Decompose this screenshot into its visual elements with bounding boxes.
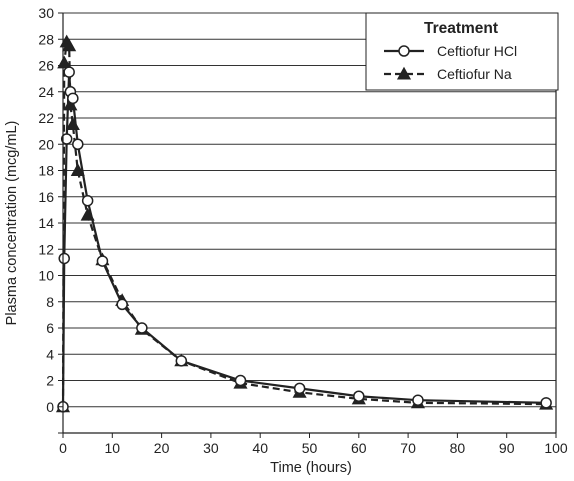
data-point-circle xyxy=(60,133,73,145)
legend-entry: Ceftiofur HCl xyxy=(384,43,517,59)
x-tick-label: 20 xyxy=(154,440,170,456)
legend-label: Ceftiofur Na xyxy=(437,66,512,82)
y-tick-label: 12 xyxy=(38,241,54,257)
y-tick-label: 10 xyxy=(38,268,54,284)
x-tick-label: 50 xyxy=(302,440,318,456)
data-point-circle xyxy=(58,252,70,265)
y-tick-label: 28 xyxy=(38,31,54,47)
series-line xyxy=(61,71,547,407)
x-tick-label: 40 xyxy=(252,440,268,456)
y-tick-label: 16 xyxy=(38,189,54,205)
data-point-circle xyxy=(398,45,410,57)
legend-entry: Ceftiofur Na xyxy=(384,66,512,82)
y-tick-label: 14 xyxy=(38,215,54,231)
x-tick-label: 80 xyxy=(450,440,466,456)
x-tick-label: 90 xyxy=(499,440,515,456)
y-tick-label: 6 xyxy=(46,320,54,336)
y-axis-title: Plasma concentration (mcg/mL) xyxy=(4,121,20,326)
y-tick-label: 18 xyxy=(38,163,54,179)
y-tick-label: 20 xyxy=(38,136,54,152)
data-point-triangle xyxy=(396,66,412,80)
data-point-triangle xyxy=(65,117,80,131)
y-tick-label: 24 xyxy=(38,84,54,100)
data-point-circle xyxy=(412,394,424,406)
x-axis-title: Time (hours) xyxy=(270,460,352,476)
x-tick-label: 10 xyxy=(105,440,121,456)
data-point-triangle xyxy=(62,38,77,52)
y-tick-label: 8 xyxy=(46,294,54,310)
x-tick-label: 100 xyxy=(544,440,568,456)
series-ceftiofur-hcl xyxy=(57,66,552,413)
y-tick-label: 2 xyxy=(46,373,54,389)
x-tick-label: 0 xyxy=(59,440,67,456)
y-tick-label: 22 xyxy=(38,110,54,126)
y-tick-label: 0 xyxy=(46,399,54,415)
axes xyxy=(58,12,557,438)
series-layer xyxy=(55,34,554,413)
data-point-circle xyxy=(175,355,188,367)
y-tick-label: 26 xyxy=(38,58,54,74)
series-line xyxy=(61,38,547,407)
data-point-circle xyxy=(63,66,75,78)
data-point-circle xyxy=(353,390,365,402)
data-point-circle xyxy=(136,322,148,334)
legend-title: Treatment xyxy=(424,20,498,37)
x-tick-label: 70 xyxy=(400,440,416,456)
data-point-circle xyxy=(96,255,109,267)
data-point-circle xyxy=(116,298,128,311)
x-tick-label: 60 xyxy=(351,440,367,456)
data-point-circle xyxy=(293,382,306,395)
data-point-circle xyxy=(67,92,79,105)
y-tick-label: 4 xyxy=(46,346,54,362)
data-point-circle xyxy=(72,138,84,150)
data-point-circle xyxy=(234,374,247,387)
data-point-triangle xyxy=(70,163,85,176)
x-tick-label: 30 xyxy=(203,440,219,456)
legend-label: Ceftiofur HCl xyxy=(437,43,517,59)
y-tick-label: 30 xyxy=(38,5,54,21)
data-point-circle xyxy=(81,194,94,207)
legend: Treatment Ceftiofur HCl Ceftiofur Na xyxy=(365,12,559,91)
data-point-circle xyxy=(540,397,552,409)
